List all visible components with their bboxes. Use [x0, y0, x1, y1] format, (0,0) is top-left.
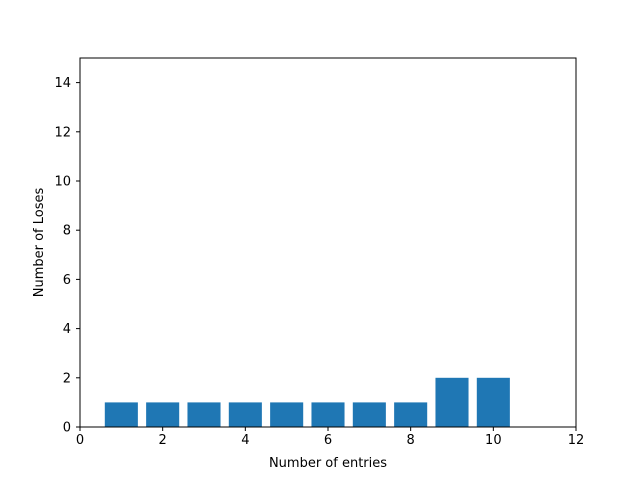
bar-6 — [311, 402, 345, 427]
bars-group — [104, 377, 510, 427]
bar-4 — [228, 402, 262, 427]
y-tick-label: 14 — [54, 76, 71, 91]
x-tick-label: 10 — [485, 433, 502, 448]
x-tick-label: 8 — [407, 433, 415, 448]
x-tick-label: 4 — [241, 433, 249, 448]
x-axis-ticks: 0 2 4 6 8 10 12 — [76, 427, 584, 448]
bar-3 — [187, 402, 221, 427]
bar-7 — [352, 402, 386, 427]
x-tick-label: 12 — [568, 433, 585, 448]
bar-5 — [270, 402, 304, 427]
y-tick-label: 4 — [63, 322, 71, 337]
x-tick-label: 2 — [159, 433, 167, 448]
bar-8 — [394, 402, 428, 427]
y-tick-label: 6 — [63, 273, 71, 288]
y-tick-label: 12 — [54, 125, 71, 140]
y-axis-ticks: 0 2 4 6 8 10 12 14 — [54, 76, 80, 436]
y-tick-label: 2 — [63, 371, 71, 386]
bar-10 — [476, 377, 510, 427]
bar-1 — [104, 402, 138, 427]
x-tick-label: 6 — [324, 433, 332, 448]
bar-9 — [435, 377, 469, 427]
y-tick-label: 8 — [63, 224, 71, 239]
y-tick-label: 0 — [63, 421, 71, 436]
bar-2 — [146, 402, 180, 427]
x-axis-label: Number of entries — [269, 456, 387, 471]
x-tick-label: 0 — [76, 433, 84, 448]
y-tick-label: 10 — [54, 175, 71, 190]
y-axis-label: Number of Loses — [32, 188, 47, 298]
